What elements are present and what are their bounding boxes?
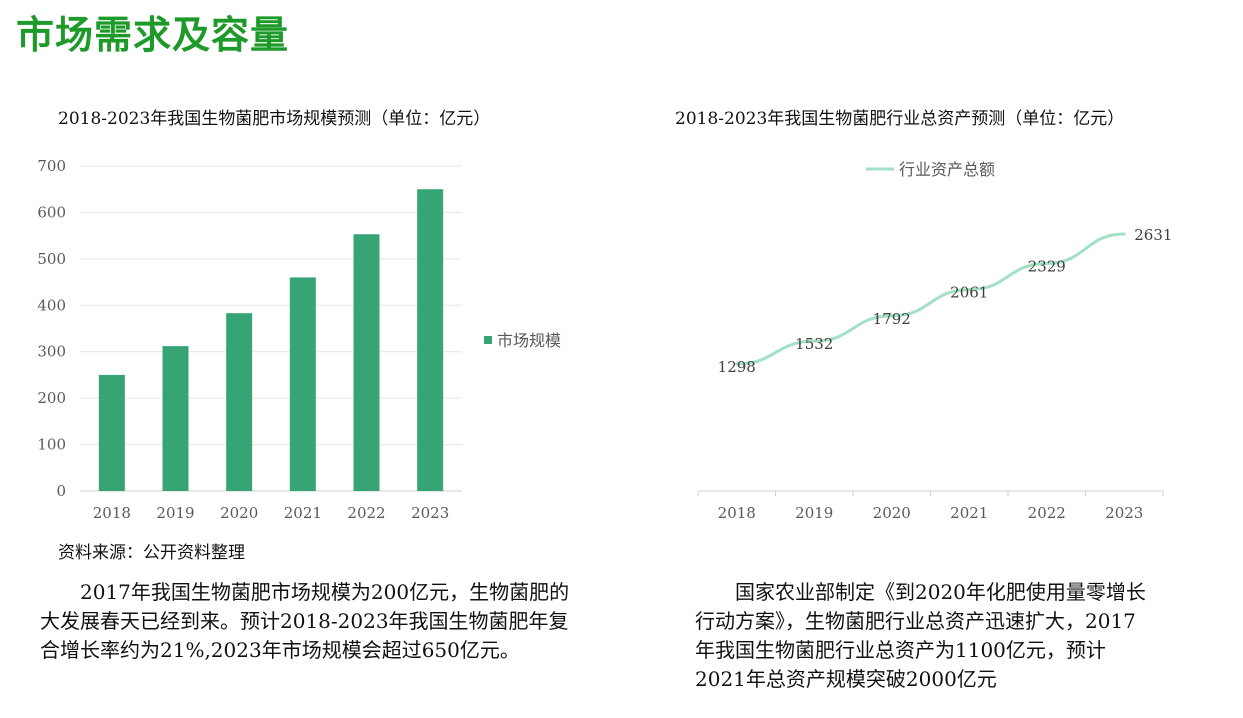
page-title: 市场需求及容量 — [16, 12, 290, 57]
bar — [417, 189, 444, 491]
x-tick-label: 2023 — [411, 504, 449, 522]
x-tick-label: 2020 — [220, 504, 258, 522]
x-tick-label: 2019 — [795, 504, 833, 522]
data-label: 1792 — [873, 310, 911, 328]
line-chart: 2018 2019 2020 2021 2022 2023 1298 1532 1792 2061… — [697, 160, 1172, 522]
y-tick-label: 400 — [37, 296, 66, 314]
bar-chart: 0 100 200 300 400 500 600 700 2018 2019 2020 2021 20… — [37, 157, 561, 522]
bar — [162, 346, 189, 491]
y-tick-label: 500 — [37, 250, 66, 268]
bar — [98, 374, 125, 491]
line-chart-title: 2018-2023年我国生物菌肥行业总资产预测（单位：亿元） — [675, 109, 1125, 129]
bar-chart-title: 2018-2023年我国生物菌肥市场规模预测（单位：亿元） — [58, 109, 491, 129]
x-tick-label: 2021 — [950, 504, 988, 522]
data-label: 2631 — [1134, 226, 1172, 244]
y-tick-label: 600 — [37, 203, 66, 221]
y-tick-label: 100 — [37, 436, 66, 454]
x-tick-label: 2020 — [873, 504, 911, 522]
right-paragraph-text: 国家农业部制定《到2020年化肥使用量零增长行动方案》，生物菌肥行业总资产迅速扩… — [695, 580, 1146, 691]
y-tick-label: 700 — [37, 157, 66, 175]
x-tick-label: 2021 — [284, 504, 322, 522]
x-tick-label: 2022 — [1028, 504, 1066, 522]
data-label: 1532 — [795, 335, 833, 353]
legend-label: 行业资产总额 — [899, 160, 995, 179]
x-tick-label: 2018 — [93, 504, 131, 522]
x-tick-label: 2018 — [718, 504, 756, 522]
bar — [353, 234, 380, 491]
legend-swatch — [484, 336, 492, 344]
x-tick-label: 2019 — [156, 504, 194, 522]
y-tick-label: 300 — [37, 343, 66, 361]
data-label: 1298 — [718, 358, 756, 376]
data-label: 2329 — [1028, 257, 1066, 275]
bar — [226, 313, 253, 491]
bar — [289, 277, 316, 491]
x-tick-label: 2023 — [1105, 504, 1143, 522]
left-paragraph: 2017年我国生物菌肥市场规模为200亿元，生物菌肥的大发展春天已经到来。预计2… — [40, 578, 575, 665]
source-note: 资料来源：公开资料整理 — [58, 543, 245, 563]
x-tick-label: 2022 — [347, 504, 385, 522]
legend-label: 市场规模 — [497, 331, 561, 350]
series-line — [735, 232, 1126, 366]
left-paragraph-text: 2017年我国生物菌肥市场规模为200亿元，生物菌肥的大发展春天已经到来。预计2… — [40, 580, 570, 662]
data-label: 2061 — [950, 284, 988, 302]
y-tick-label: 200 — [37, 389, 66, 407]
right-paragraph: 国家农业部制定《到2020年化肥使用量零增长行动方案》，生物菌肥行业总资产迅速扩… — [695, 578, 1155, 694]
y-tick-label: 0 — [56, 482, 66, 500]
